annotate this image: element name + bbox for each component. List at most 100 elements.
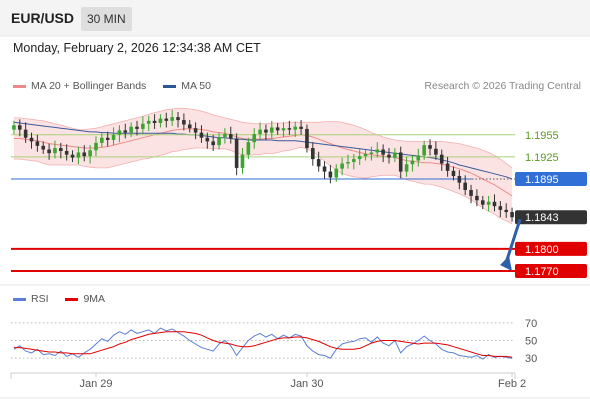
- candle-body-21: [135, 126, 139, 129]
- candle-body-26: [164, 118, 169, 121]
- candle-body-2: [23, 129, 28, 138]
- candle-body-49: [299, 126, 303, 129]
- chart-datetime: Monday, February 2, 2026 12:34:38 AM CET: [13, 41, 261, 55]
- candle-body-70: [422, 145, 426, 156]
- bollinger-lower-line: [13, 146, 513, 225]
- candle-body-56: [340, 163, 344, 169]
- ma50-line: [13, 121, 513, 180]
- candle-body-52: [316, 159, 321, 167]
- candle-body-19: [123, 130, 128, 133]
- candle-body-38: [234, 138, 239, 168]
- rsi-legend: RSI 9MA: [13, 293, 119, 305]
- candle-body-48: [293, 126, 298, 130]
- candle-body-83: [498, 206, 503, 210]
- candle-body-32: [199, 132, 204, 138]
- candle-body-84: [504, 209, 509, 213]
- bollinger-upper-line: [13, 107, 513, 169]
- candle-body-42: [258, 129, 262, 135]
- time-tick-label-0: Jan 29: [79, 378, 112, 390]
- candle-body-53: [322, 166, 327, 172]
- candle-body-46: [281, 128, 286, 131]
- legend-ma50-label: MA 50: [181, 80, 211, 92]
- candle-body-14: [94, 142, 98, 151]
- candle-body-23: [146, 120, 151, 124]
- candle-body-55: [334, 168, 339, 178]
- candle-body-25: [158, 118, 163, 124]
- candle-body-74: [445, 163, 450, 171]
- candle-body-30: [187, 124, 192, 129]
- legend-bollinger-swatch: [13, 84, 26, 88]
- candle-body-63: [381, 149, 385, 155]
- candle-body-35: [217, 137, 221, 146]
- bollinger-band-area: [13, 108, 513, 224]
- candle-body-71: [428, 145, 432, 149]
- candle-body-45: [275, 127, 280, 131]
- time-tick-label-2: Feb 2: [498, 378, 526, 390]
- symbol-title: EUR/USD: [11, 10, 75, 26]
- last-price-label-box: [515, 210, 587, 225]
- candle-body-51: [311, 148, 315, 160]
- price-legend: MA 20 + Bollinger Bands MA 50: [13, 80, 225, 94]
- candle-body-62: [375, 149, 380, 153]
- candle-body-3: [29, 137, 34, 142]
- legend-ma50-swatch: [163, 84, 177, 88]
- support-label-box-4: [515, 241, 587, 256]
- candle-body-27: [170, 117, 174, 121]
- candle-body-12: [82, 152, 87, 157]
- candle-body-65: [393, 152, 397, 158]
- resistance-label-1: 1.1925: [525, 152, 559, 164]
- candle-body-34: [211, 141, 215, 146]
- candle-body-40: [246, 142, 251, 155]
- legend-rsi-label: RSI: [31, 293, 49, 305]
- candle-body-82: [492, 201, 497, 207]
- candle-body-0: [12, 125, 16, 130]
- candle-body-31: [193, 128, 198, 133]
- candle-body-58: [352, 159, 356, 163]
- candle-body-44: [269, 127, 274, 133]
- resistance-label-0: 1.1955: [525, 130, 559, 142]
- candle-body-41: [252, 134, 257, 143]
- toolbar: EUR/USD 30 MIN: [0, 0, 590, 36]
- support-label-4: 1.1800: [525, 244, 559, 256]
- timeframe-button[interactable]: 30 MIN: [81, 7, 132, 31]
- candle-body-11: [76, 152, 81, 158]
- forecast-arrow-shaft: [504, 218, 522, 264]
- candle-body-7: [53, 148, 57, 154]
- last-price-label: 1.1843: [525, 212, 559, 224]
- legend-rsi-swatch: [13, 297, 26, 301]
- candle-body-68: [410, 160, 415, 165]
- candle-body-72: [434, 148, 438, 155]
- legend-bollinger: MA 20 + Bollinger Bands: [13, 80, 146, 92]
- candle-body-6: [47, 149, 51, 154]
- support-label-5: 1.1770: [525, 266, 559, 278]
- candle-body-22: [141, 123, 145, 129]
- legend-9ma-swatch: [65, 297, 79, 301]
- pivot-label: 1.1895: [525, 174, 559, 186]
- candle-body-79: [475, 195, 479, 201]
- candle-body-85: [510, 212, 514, 218]
- candle-body-20: [129, 126, 133, 133]
- candle-body-54: [328, 171, 333, 178]
- candle-body-5: [41, 145, 46, 150]
- candle-body-39: [240, 154, 245, 168]
- forecast-arrow-head: [500, 255, 512, 271]
- legend-ma50: MA 50: [163, 80, 211, 92]
- candle-body-59: [357, 156, 362, 160]
- candle-body-16: [105, 137, 110, 140]
- candle-body-73: [439, 154, 444, 164]
- copyright: Research © 2026 Trading Central: [424, 80, 581, 92]
- candle-body-77: [463, 182, 467, 190]
- candle-body-13: [88, 150, 92, 157]
- time-tick-label-1: Jan 30: [290, 378, 323, 390]
- rsi-tick-label-0: 70: [525, 318, 537, 330]
- candle-body-15: [100, 137, 104, 143]
- candle-body-8: [59, 148, 63, 151]
- candle-body-69: [416, 155, 421, 161]
- candle-body-75: [451, 170, 456, 177]
- candle-body-29: [182, 120, 186, 125]
- candle-body-67: [404, 164, 409, 172]
- candle-body-9: [64, 150, 69, 155]
- candle-body-60: [363, 153, 368, 157]
- legend-bollinger-label: MA 20 + Bollinger Bands: [31, 80, 147, 92]
